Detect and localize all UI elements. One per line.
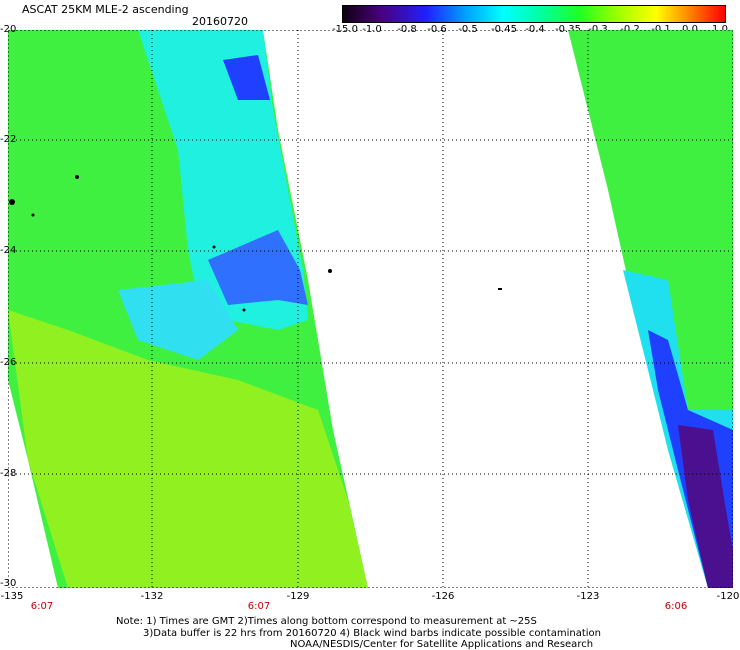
latitude-label: -28 [0,468,17,479]
colorbar-label: -0.6 [427,24,447,35]
map-date: 20160720 [192,15,248,28]
colorbar-label: 1.0 [712,24,728,35]
longitude-label: -135 [0,591,24,602]
color-scale-bar [342,5,726,23]
latitude-label: -22 [0,134,17,145]
map-title: ASCAT 25KM MLE-2 ascending [22,3,189,16]
left-swath-cyan-2 [118,280,238,360]
latitude-label: -20 [0,24,17,35]
colorbar-label: -0.8 [397,24,417,35]
colorbar-label: -0.35 [555,24,581,35]
colorbar-label: -1.0 [362,24,382,35]
left-swath-yellow-green [8,310,368,588]
longitude-label: -132 [140,591,164,602]
left-swath-blue [208,230,308,305]
colorbar-label: -0.45 [491,24,517,35]
longitude-label: -120 [716,591,740,602]
colorbar-label: 0.0 [682,24,698,35]
longitude-label: -129 [286,591,310,602]
latitude-label: -24 [0,245,17,256]
colorbar-label: -0.5 [458,24,478,35]
colorbar-label: -15.0 [332,24,358,35]
right-swath-purple [678,425,733,588]
longitude-label: -123 [576,591,600,602]
colorbar-label: -0.1 [651,24,671,35]
left-swath-blue-2 [223,55,270,100]
time-label: 6:07 [247,601,271,612]
note-line-1: Note: 1) Times are GMT 2)Times along bot… [116,616,537,627]
lat-lon-grid [8,30,733,588]
latitude-label: -26 [0,357,17,368]
time-label: 6:06 [664,601,688,612]
note-line-3: NOAA/NESDIS/Center for Satellite Applica… [290,639,594,650]
time-label: 6:07 [30,601,54,612]
wind-field-map [8,30,733,588]
latitude-label: -30 [0,578,17,589]
colorbar-label: -0.3 [588,24,608,35]
note-line-2: 3)Data buffer is 22 hrs from 20160720 4)… [143,628,601,639]
longitude-label: -126 [431,591,455,602]
island-markers [9,175,502,312]
colorbar-label: -0.2 [620,24,640,35]
colorbar-label: -0.4 [525,24,545,35]
